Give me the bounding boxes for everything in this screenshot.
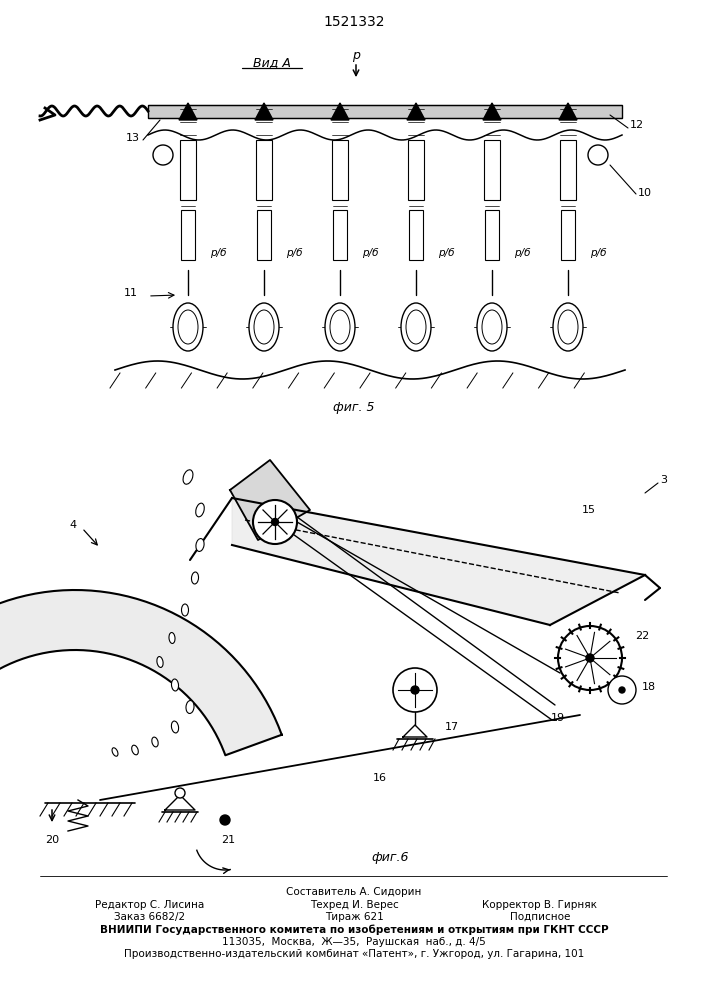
Ellipse shape (132, 745, 139, 755)
Ellipse shape (112, 748, 118, 756)
Text: фиг. 5: фиг. 5 (333, 401, 375, 414)
Text: 21: 21 (221, 835, 235, 845)
Bar (256, 140, 272, 200)
Text: Техред И. Верес: Техред И. Верес (310, 900, 398, 910)
Polygon shape (483, 103, 501, 120)
Ellipse shape (477, 303, 507, 351)
Ellipse shape (186, 701, 194, 713)
Polygon shape (0, 590, 281, 769)
Circle shape (271, 518, 279, 526)
Ellipse shape (254, 310, 274, 344)
Bar (408, 140, 424, 200)
Circle shape (558, 626, 622, 690)
Bar (333, 210, 347, 260)
Text: Тираж 621: Тираж 621 (325, 912, 383, 922)
Bar (181, 210, 195, 260)
Ellipse shape (171, 721, 179, 733)
Bar (257, 210, 271, 260)
Ellipse shape (192, 572, 199, 584)
Circle shape (153, 145, 173, 165)
Text: Производственно-издательский комбинат «Патент», г. Ужгород, ул. Гагарина, 101: Производственно-издательский комбинат «П… (124, 949, 584, 959)
Text: р/б: р/б (210, 248, 226, 258)
Circle shape (175, 788, 185, 798)
Text: ВНИИПИ Государственного комитета по изобретениям и открытиям при ГКНТ СССР: ВНИИПИ Государственного комитета по изоб… (100, 925, 608, 935)
Text: р/б: р/б (286, 248, 303, 258)
Text: Вид А: Вид А (253, 56, 291, 70)
Text: Составитель А. Сидорин: Составитель А. Сидорин (286, 887, 421, 897)
Circle shape (253, 500, 297, 544)
Text: 13: 13 (126, 133, 140, 143)
Ellipse shape (178, 310, 198, 344)
Ellipse shape (152, 737, 158, 747)
Ellipse shape (482, 310, 502, 344)
Ellipse shape (169, 633, 175, 643)
Text: 22: 22 (635, 631, 649, 641)
Text: Заказ 6682/2: Заказ 6682/2 (115, 912, 185, 922)
Bar (561, 210, 575, 260)
Circle shape (393, 668, 437, 712)
Text: 17: 17 (445, 722, 459, 732)
Bar (180, 140, 196, 200)
Text: 4: 4 (69, 520, 76, 530)
Bar (484, 140, 500, 200)
Bar (332, 140, 348, 200)
Ellipse shape (172, 679, 179, 691)
Bar (560, 140, 576, 200)
Polygon shape (232, 498, 645, 625)
Circle shape (411, 686, 419, 694)
Text: р: р (352, 48, 360, 62)
Polygon shape (179, 103, 197, 120)
Text: 16: 16 (373, 773, 387, 783)
Circle shape (586, 654, 594, 662)
Ellipse shape (406, 310, 426, 344)
Polygon shape (407, 103, 425, 120)
Text: 113035,  Москва,  Ж—35,  Раушская  наб., д. 4/5: 113035, Москва, Ж—35, Раушская наб., д. … (222, 937, 486, 947)
Ellipse shape (182, 604, 189, 616)
Ellipse shape (558, 310, 578, 344)
Ellipse shape (196, 539, 204, 551)
Ellipse shape (173, 303, 203, 351)
Text: 10: 10 (638, 188, 652, 198)
Text: фиг.6: фиг.6 (371, 852, 409, 864)
Ellipse shape (157, 657, 163, 667)
Text: Редактор С. Лисина: Редактор С. Лисина (95, 900, 204, 910)
Text: Подписное: Подписное (510, 912, 570, 922)
Polygon shape (331, 103, 349, 120)
Text: р/б: р/б (514, 248, 530, 258)
Text: Корректор В. Гирняк: Корректор В. Гирняк (482, 900, 597, 910)
Polygon shape (559, 103, 577, 120)
Ellipse shape (553, 303, 583, 351)
Text: 3: 3 (660, 475, 667, 485)
Ellipse shape (401, 303, 431, 351)
Ellipse shape (249, 303, 279, 351)
Polygon shape (255, 103, 273, 120)
Ellipse shape (325, 303, 355, 351)
Text: 15: 15 (582, 505, 596, 515)
Text: р/б: р/б (362, 248, 378, 258)
Ellipse shape (330, 310, 350, 344)
Text: р/б: р/б (438, 248, 455, 258)
Text: 12: 12 (630, 120, 644, 130)
Ellipse shape (183, 470, 193, 484)
Text: 11: 11 (124, 288, 138, 298)
Text: 20: 20 (45, 835, 59, 845)
Circle shape (220, 815, 230, 825)
Text: 19: 19 (551, 713, 565, 723)
Circle shape (588, 145, 608, 165)
Circle shape (608, 676, 636, 704)
Bar (409, 210, 423, 260)
Text: 1521332: 1521332 (323, 15, 385, 29)
Polygon shape (165, 795, 195, 810)
Ellipse shape (196, 503, 204, 517)
Bar (148, 105, 622, 118)
Text: 18: 18 (642, 682, 656, 692)
Polygon shape (230, 460, 310, 540)
Circle shape (619, 687, 625, 693)
Bar (485, 210, 499, 260)
Text: р/б: р/б (590, 248, 607, 258)
